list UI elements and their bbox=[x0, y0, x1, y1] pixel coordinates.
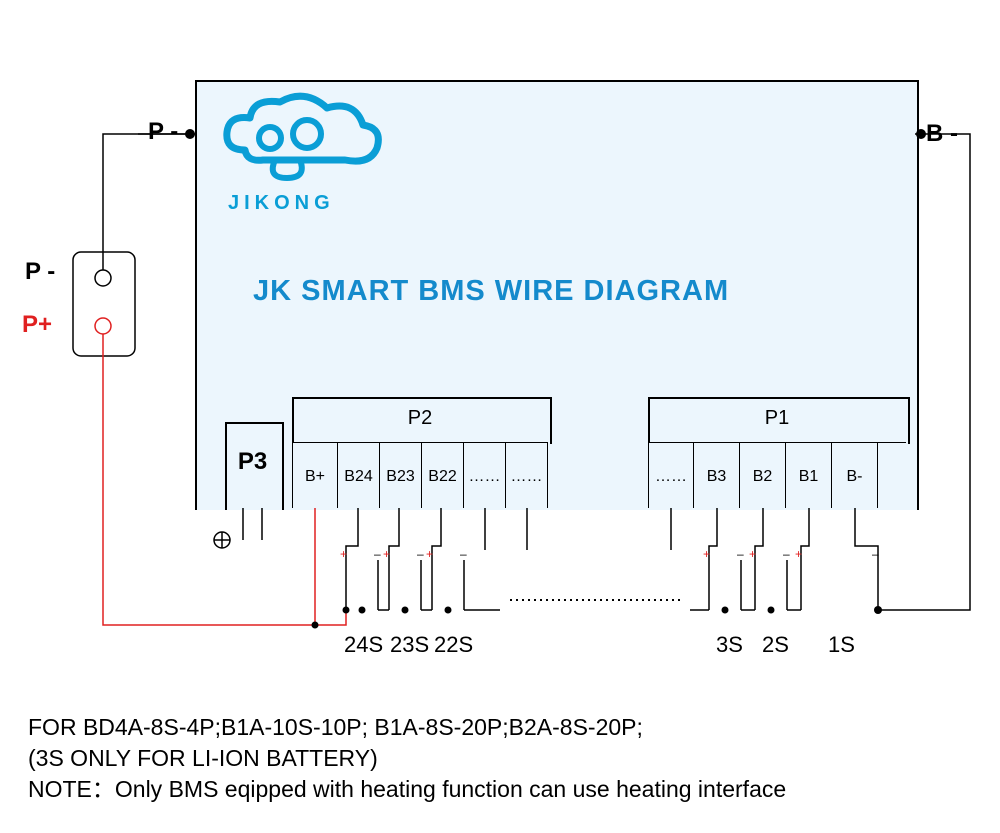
svg-text:–: – bbox=[374, 547, 381, 561]
svg-text:+: + bbox=[703, 547, 710, 561]
caption: FOR BD4A-8S-4P;B1A-10S-10P; B1A-8S-20P;B… bbox=[28, 712, 988, 805]
svg-text:–: – bbox=[737, 547, 744, 561]
svg-text:–: – bbox=[872, 547, 879, 561]
cell-label-22s: 22S bbox=[434, 632, 473, 658]
cell-label-23s: 23S bbox=[390, 632, 429, 658]
svg-text:–: – bbox=[460, 547, 467, 561]
caption-line1: FOR BD4A-8S-4P;B1A-10S-10P; B1A-8S-20P;B… bbox=[28, 712, 988, 743]
cell-label-2s: 2S bbox=[762, 632, 789, 658]
svg-text:+: + bbox=[340, 547, 347, 561]
svg-text:–: – bbox=[417, 547, 424, 561]
cell-label-3s: 3S bbox=[716, 632, 743, 658]
svg-text:+: + bbox=[383, 547, 390, 561]
cell-label-24s: 24S bbox=[344, 632, 383, 658]
svg-text:–: – bbox=[783, 547, 790, 561]
caption-line2: (3S ONLY FOR LI-ION BATTERY) bbox=[28, 743, 988, 774]
svg-text:+: + bbox=[749, 547, 756, 561]
svg-text:+: + bbox=[426, 547, 433, 561]
caption-line3: NOTE：Only BMS eqipped with heating funct… bbox=[28, 774, 988, 805]
wiring: + – + – + – + – + – + – bbox=[0, 0, 1000, 833]
cell-label-1s: 1S bbox=[828, 632, 855, 658]
svg-text:+: + bbox=[795, 547, 802, 561]
